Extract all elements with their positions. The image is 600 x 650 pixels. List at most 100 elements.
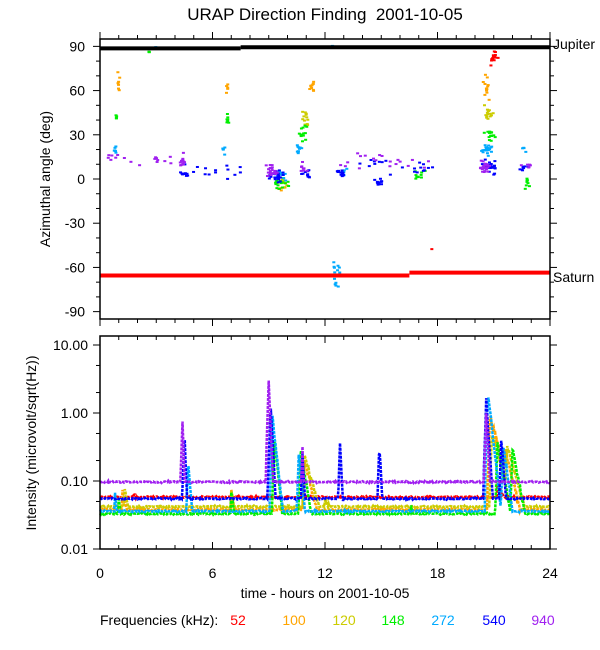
direction-point-148 <box>487 136 491 139</box>
direction-point-540 <box>307 169 311 172</box>
direction-point-940 <box>110 154 114 157</box>
direction-point-540 <box>300 172 304 175</box>
direction-point-148 <box>416 175 420 178</box>
direction-point-272 <box>483 144 487 147</box>
direction-point-940 <box>486 164 490 167</box>
direction-point-272 <box>333 283 337 286</box>
direction-point-148 <box>300 133 304 136</box>
direction-point-940 <box>527 166 531 169</box>
direction-point-540 <box>238 166 242 169</box>
direction-point-148 <box>287 185 291 188</box>
direction-point-100 <box>481 81 485 84</box>
direction-point-540 <box>384 159 388 162</box>
direction-point-940 <box>179 164 183 167</box>
direction-point-120 <box>303 111 307 114</box>
direction-point-540 <box>413 167 417 170</box>
direction-point-940 <box>396 158 400 161</box>
direction-point-940 <box>519 164 523 167</box>
direction-point-940 <box>116 153 120 156</box>
direction-point-120 <box>485 111 489 114</box>
direction-point-272 <box>332 261 336 264</box>
direction-point-272 <box>524 150 528 153</box>
direction-point-120 <box>280 178 284 181</box>
direction-point-540 <box>303 171 307 174</box>
direction-point-940 <box>426 160 430 163</box>
direction-point-940 <box>485 167 489 170</box>
direction-point-540 <box>369 158 373 161</box>
direction-point-540 <box>276 181 280 184</box>
direction-point-120 <box>304 113 308 116</box>
direction-point-540 <box>520 168 524 171</box>
direction-point-120 <box>285 184 289 187</box>
direction-point-940 <box>526 163 530 166</box>
direction-point-148 <box>489 139 493 142</box>
direction-point-540 <box>521 165 525 168</box>
direction-point-148 <box>305 125 309 128</box>
direction-point-148 <box>525 177 529 180</box>
direction-point-100 <box>118 76 122 79</box>
direction-point-148 <box>419 176 423 179</box>
direction-point-148 <box>302 132 306 135</box>
direction-point-940 <box>378 154 382 157</box>
intensity-y-tick-label: 1.00 <box>61 405 88 421</box>
direction-point-272 <box>333 277 337 280</box>
direction-point-100 <box>485 76 489 79</box>
direction-point-940 <box>268 170 272 173</box>
direction-point-148 <box>487 131 491 134</box>
direction-point-540 <box>341 173 345 176</box>
direction-point-940 <box>266 171 270 174</box>
direction-point-940 <box>180 159 184 162</box>
direction-point-540 <box>336 171 340 174</box>
direction-panel: 90 60 30 0 -30 -60 -90 Azimuthal angle (deg) J… <box>37 32 595 326</box>
direction-point-100 <box>485 91 489 94</box>
direction-point-540 <box>225 164 229 167</box>
direction-point-540 <box>400 166 404 169</box>
direction-point-100 <box>226 87 230 90</box>
direction-point-148 <box>283 182 287 185</box>
direction-point-272 <box>223 146 227 149</box>
direction-point-940 <box>483 163 487 166</box>
direction-point-272 <box>336 269 340 272</box>
direction-points <box>106 44 532 288</box>
direction-point-148 <box>524 184 528 187</box>
direction-point-100 <box>116 71 120 74</box>
direction-point-100 <box>117 80 121 83</box>
direction-point-148 <box>525 179 529 182</box>
direction-point-940 <box>388 160 392 163</box>
intensity-series-540 <box>99 398 551 503</box>
direction-point-540 <box>339 171 343 174</box>
direction-point-540 <box>204 167 208 170</box>
direction-point-120 <box>306 118 310 121</box>
direction-point-940 <box>268 171 272 174</box>
direction-point-540 <box>226 177 230 180</box>
direction-point-540 <box>492 173 496 176</box>
direction-point-540 <box>418 161 422 164</box>
direction-point-540 <box>421 163 425 166</box>
direction-point-940 <box>138 164 142 167</box>
direction-point-940 <box>270 169 274 172</box>
direction-point-120 <box>485 108 489 111</box>
direction-point-272 <box>113 150 117 153</box>
direction-point-148 <box>226 116 230 119</box>
direction-point-120 <box>489 114 493 117</box>
direction-point-272 <box>334 284 338 287</box>
direction-point-540 <box>276 176 280 179</box>
direction-point-540 <box>207 173 211 176</box>
direction-point-940 <box>380 154 384 157</box>
direction-point-272 <box>481 151 485 154</box>
direction-point-120 <box>305 116 309 119</box>
direction-point-148 <box>299 127 303 130</box>
direction-point-120 <box>486 113 490 116</box>
direction-point-540 <box>277 174 281 177</box>
direction-point-120 <box>302 115 306 118</box>
direction-point-52 <box>496 56 500 59</box>
direction-point-272 <box>300 147 304 150</box>
direction-point-52 <box>493 51 497 54</box>
chart-title: URAP Direction Finding 2001-10-05 <box>187 5 463 24</box>
direction-point-148 <box>526 182 530 185</box>
direction-point-148 <box>303 132 307 135</box>
direction-point-540 <box>522 167 526 170</box>
direction-point-100 <box>225 85 229 88</box>
direction-y-tick-label: -90 <box>65 304 85 320</box>
direction-point-540 <box>340 172 344 175</box>
